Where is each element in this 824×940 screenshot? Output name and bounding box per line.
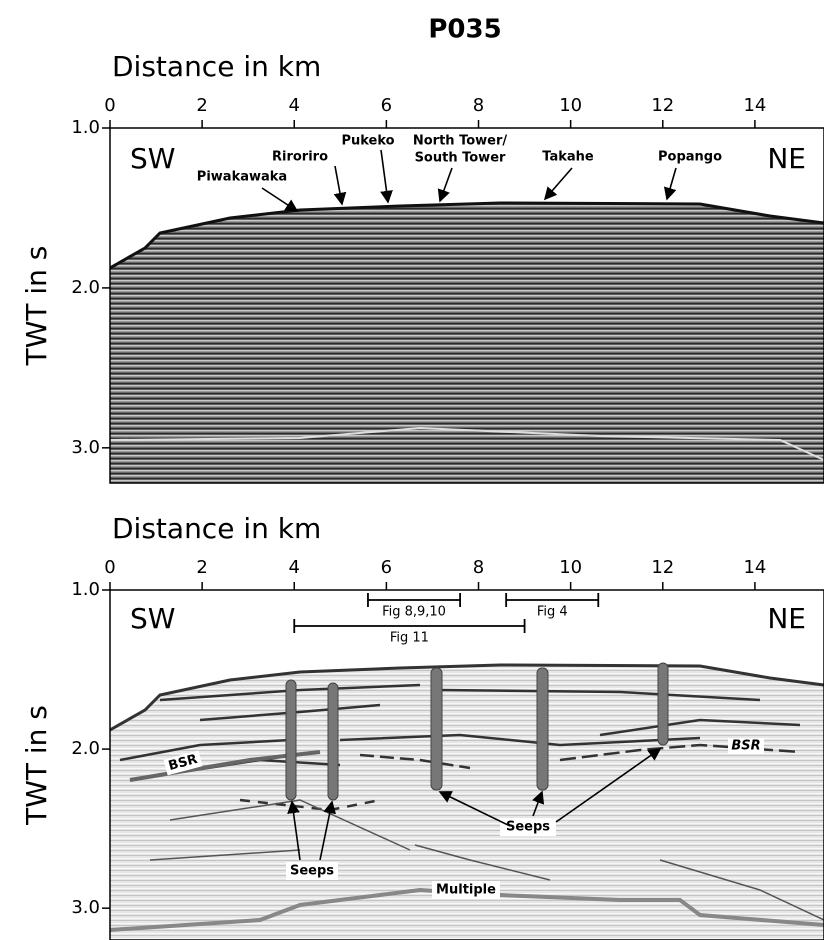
label: BSR	[731, 739, 760, 754]
figure-range-label: Fig 11	[390, 631, 429, 646]
y-axis-label: TWT in s	[20, 246, 53, 367]
label: Seeps	[290, 864, 334, 879]
x-tick-label: 4	[289, 557, 300, 578]
figure-range	[367, 593, 461, 607]
x-tick-label: 6	[381, 557, 392, 578]
x-tick-label: 8	[473, 95, 484, 116]
panel-frame	[109, 127, 824, 484]
label: BSR	[167, 752, 199, 774]
y-tick-label: 3.0	[71, 437, 100, 458]
x-tick-label: 12	[651, 95, 674, 116]
label: NE	[767, 142, 806, 175]
x-axis-label: Distance in km	[112, 50, 321, 83]
x-tick-label: 14	[743, 95, 766, 116]
x-tick-label: 2	[196, 557, 207, 578]
x-tick-label: 12	[651, 557, 674, 578]
x-tick-label: 2	[196, 95, 207, 116]
annotations: SW NE BSR BSR Seeps Seeps Multiple	[130, 602, 806, 899]
x-tick-label: 10	[559, 557, 582, 578]
label: SW	[130, 142, 175, 175]
x-tick-label: 6	[381, 95, 392, 116]
figure-range	[505, 593, 600, 607]
label: Seeps	[506, 820, 550, 835]
x-axis-label: Distance in km	[112, 512, 321, 545]
figure-range-label: Fig 8,9,10	[382, 605, 446, 620]
label: SW	[130, 602, 175, 635]
annotations: SW NE Piwakawaka Riroriro Pukeko North T…	[130, 134, 806, 212]
label: Takahe	[542, 150, 594, 165]
y-tick-label: 1.0	[71, 117, 100, 138]
title: P035	[428, 15, 501, 45]
y-tick-label: 1.0	[71, 579, 100, 600]
x-tick-label: 14	[743, 557, 766, 578]
label: Piwakawaka	[197, 170, 287, 185]
label: Riroriro	[272, 150, 328, 165]
x-tick-label: 10	[559, 95, 582, 116]
y-tick-label: 3.0	[71, 897, 100, 918]
panel-frame	[109, 589, 824, 940]
x-tick-label: 8	[473, 557, 484, 578]
x-tick-label: 4	[289, 95, 300, 116]
figure-range	[293, 619, 526, 633]
label: NE	[767, 602, 806, 635]
label: Pukeko	[341, 134, 394, 149]
x-tick-label: 0	[104, 95, 115, 116]
seismic-section	[110, 128, 824, 483]
label: Multiple	[436, 883, 496, 898]
x-tick-label: 0	[104, 557, 115, 578]
figure-range-label: Fig 4	[537, 605, 568, 620]
label: South Tower	[415, 151, 506, 166]
label: North Tower/	[413, 134, 508, 149]
y-tick-label: 2.0	[71, 277, 100, 298]
y-axis-label: TWT in s	[20, 705, 53, 826]
label: Popango	[658, 150, 722, 165]
y-tick-label: 2.0	[71, 738, 100, 759]
